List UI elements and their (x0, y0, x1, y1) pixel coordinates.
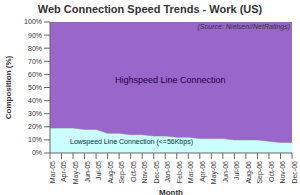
svg-text:Jul-06: Jul-06 (233, 161, 240, 180)
svg-text:May-06: May-06 (210, 161, 218, 184)
svg-text:90%: 90% (28, 32, 42, 39)
html-text:(Source: Nielsen//NetRatings): (Source: Nielsen//NetRatings) (197, 23, 290, 30)
svg-text:Dec-05: Dec-05 (153, 161, 160, 184)
svg-text:Mar-06: Mar-06 (187, 161, 194, 183)
svg-text:Nov-05: Nov-05 (141, 161, 148, 184)
svg-text:80%: 80% (28, 45, 42, 52)
svg-text:Month: Month (159, 188, 183, 195)
svg-text:Aug-06: Aug-06 (245, 161, 253, 184)
html-text:Web Connection Speed Trends -: Web Connection Speed Trends - Work (US) (37, 3, 263, 15)
svg-text:May-05: May-05 (72, 161, 80, 184)
svg-text:100%: 100% (24, 18, 42, 25)
svg-text:Oct-05: Oct-05 (130, 161, 137, 182)
html-text:Highspeed Line Connection: Highspeed Line Connection (115, 75, 226, 85)
svg-text:60%: 60% (28, 71, 42, 78)
svg-text:70%: 70% (28, 58, 42, 65)
svg-text:30%: 30% (28, 110, 42, 117)
svg-text:Jul-05: Jul-05 (95, 161, 102, 180)
svg-text:Composition (%): Composition (%) (8, 55, 13, 119)
html-text:Lowspeed Line Connection (<=56: Lowspeed Line Connection (<=56Kbps) (70, 138, 193, 145)
svg-text:Feb-06: Feb-06 (176, 161, 183, 183)
svg-text:Sep-05: Sep-05 (118, 161, 126, 184)
svg-text:Jun-05: Jun-05 (84, 161, 91, 183)
svg-text:10%: 10% (28, 136, 42, 143)
svg-text:50%: 50% (28, 84, 42, 91)
svg-text:40%: 40% (28, 97, 42, 104)
svg-text:Mar-05: Mar-05 (49, 161, 56, 183)
svg-text:Aug-05: Aug-05 (107, 161, 115, 184)
svg-text:Oct-06: Oct-06 (268, 161, 275, 182)
svg-text:Jan-06: Jan-06 (164, 161, 171, 183)
svg-text:20%: 20% (28, 123, 42, 130)
svg-text:Nov-06: Nov-06 (279, 161, 286, 184)
svg-text:0%: 0% (32, 149, 42, 156)
svg-text:Sep-06: Sep-06 (256, 161, 264, 184)
svg-text:Apr-06: Apr-06 (199, 161, 207, 182)
svg-text:Dec-06: Dec-06 (291, 161, 292, 184)
svg-text:Jun-06: Jun-06 (222, 161, 229, 183)
svg-text:Apr-05: Apr-05 (60, 161, 68, 182)
